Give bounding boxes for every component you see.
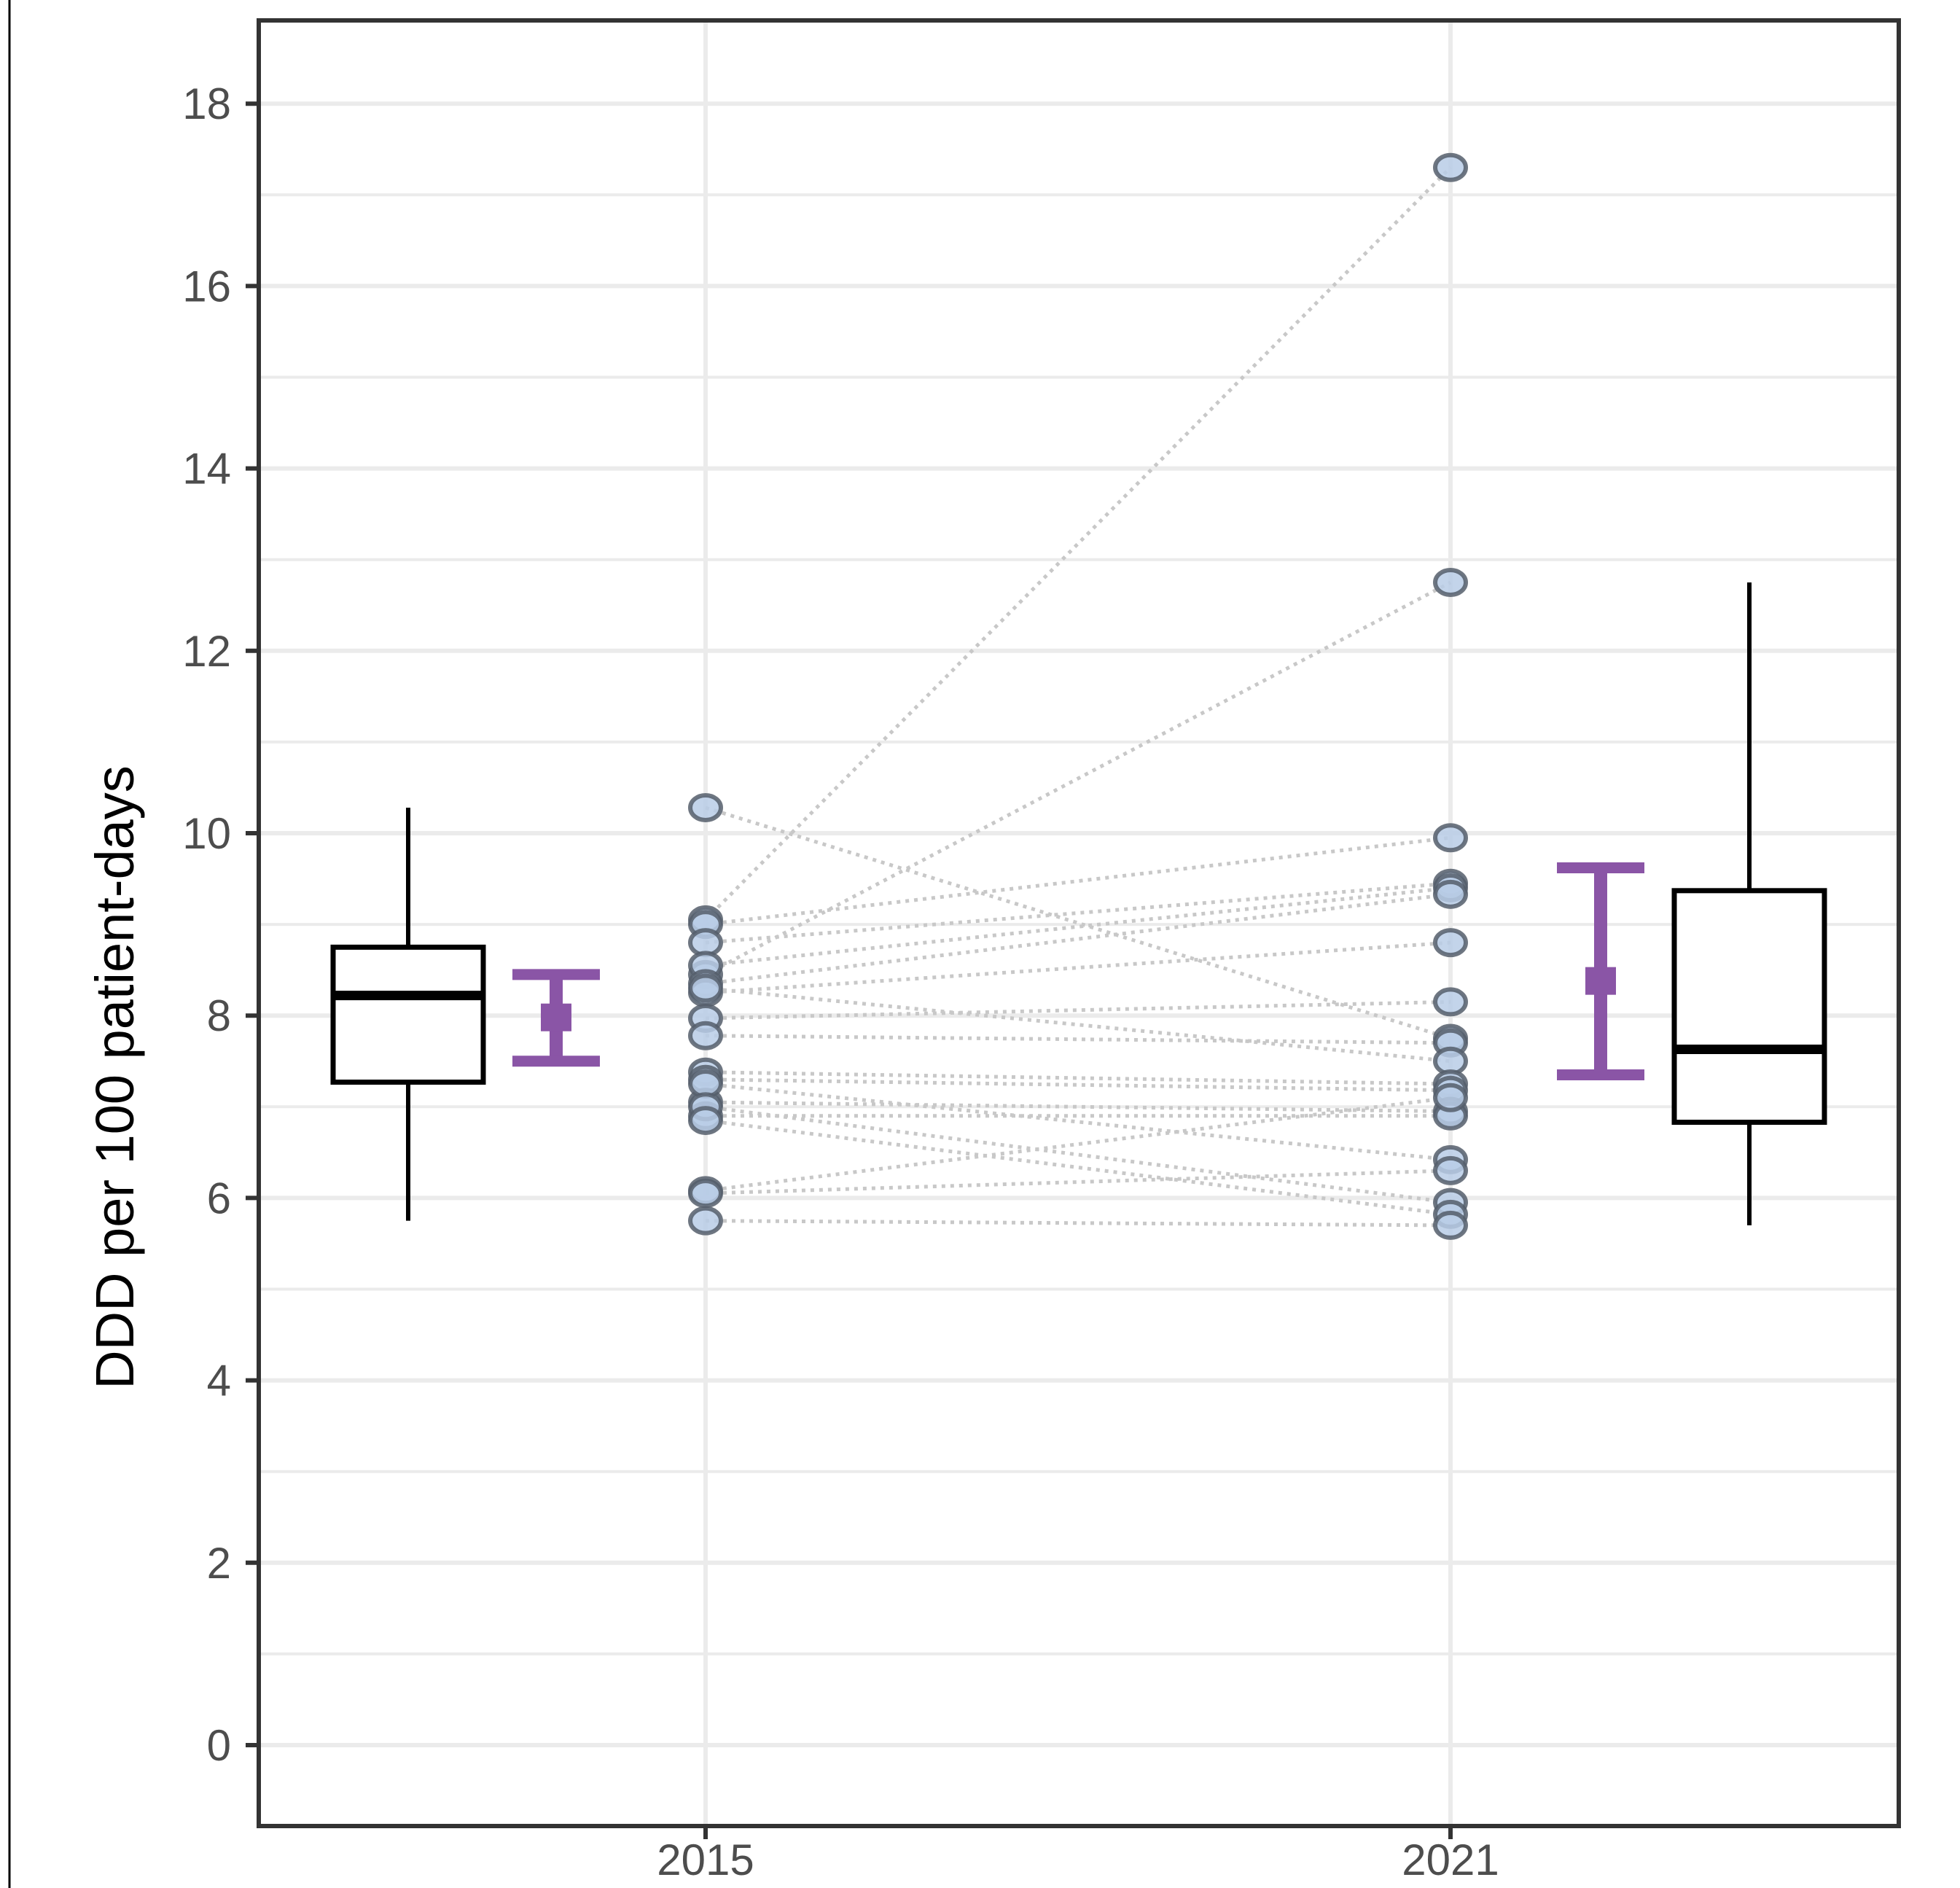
data-point-2015 <box>688 1106 723 1136</box>
data-point-2015 <box>688 1206 723 1236</box>
data-point-2021 <box>1433 1083 1468 1112</box>
paired-connector-line <box>705 1118 1451 1217</box>
y-tick-label: 12 <box>182 627 231 676</box>
y-tick-label: 18 <box>182 79 231 128</box>
paired-connector-line <box>705 835 1451 927</box>
paired-connector-line <box>705 999 1451 1021</box>
y-tick-label: 0 <box>207 1721 231 1770</box>
paired-connector-line <box>705 1077 1451 1093</box>
paired-connector-line <box>705 986 1451 1064</box>
x-tick-label: 2015 <box>657 1836 754 1884</box>
y-tick-label: 14 <box>182 445 231 494</box>
data-point-2015 <box>688 1179 723 1209</box>
boxplot-box-2021 <box>1671 888 1827 1126</box>
y-tick-label: 8 <box>207 991 231 1040</box>
y-tick-label: 2 <box>207 1539 231 1588</box>
data-point-2021 <box>1433 1210 1468 1240</box>
paired-connector-line <box>705 1100 1451 1114</box>
data-point-2021 <box>1433 987 1468 1017</box>
data-point-2021 <box>1433 567 1468 597</box>
paired-connector-line <box>705 1169 1451 1195</box>
paired-connector-line <box>705 1219 1451 1228</box>
paired-connector-line <box>704 166 1452 921</box>
y-tick-label: 6 <box>207 1174 231 1222</box>
data-point-2021 <box>1433 1155 1468 1185</box>
data-point-2021 <box>1433 928 1468 958</box>
paired-connector-line <box>705 1104 1451 1205</box>
paired-connector-line <box>705 1034 1451 1045</box>
y-tick-label: 10 <box>182 809 231 858</box>
data-point-2021 <box>1433 152 1468 182</box>
paired-connector-line <box>705 881 1451 945</box>
boxplot-box-2015 <box>330 944 486 1085</box>
paired-connector-line <box>704 580 1452 977</box>
y-tick-label: 16 <box>182 262 231 311</box>
mean-marker-2021 <box>1585 967 1616 995</box>
plot-panel: 0 2 4 6 8 10 12 14 16 18 2015 2021 <box>182 18 1901 1884</box>
paired-connector-line <box>705 886 1451 967</box>
paired-connector-line <box>705 940 1451 995</box>
data-point-2015 <box>688 1021 723 1050</box>
data-point-2021 <box>1433 823 1468 853</box>
data-point-2021 <box>1433 879 1468 909</box>
panel-border <box>257 18 1901 1828</box>
paired-connector-line <box>705 1082 1451 1162</box>
paired-connector-line <box>705 1070 1451 1086</box>
y-axis-title: DDD per 100 patient-days <box>85 765 145 1389</box>
paired-connector-line <box>705 892 1451 986</box>
mean-marker-2015 <box>541 1003 571 1031</box>
data-point-2015 <box>688 792 723 822</box>
y-tick-label: 4 <box>207 1357 231 1405</box>
x-tick-label: 2021 <box>1402 1836 1499 1884</box>
paired-connector-line <box>705 805 1451 1040</box>
paired-connector-line <box>705 1096 1451 1193</box>
data-point-2015 <box>688 973 723 1003</box>
